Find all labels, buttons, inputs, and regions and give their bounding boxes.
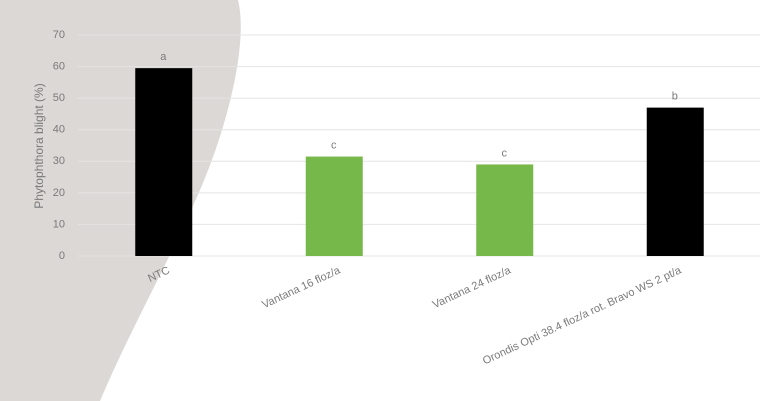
x-tick-label: Vantana 24 floz/a <box>431 264 514 311</box>
bar <box>476 164 534 256</box>
y-tick-label: 50 <box>53 92 65 104</box>
y-tick-label: 0 <box>59 250 65 262</box>
y-tick-label: 60 <box>53 60 65 72</box>
y-tick-label: 10 <box>53 218 65 230</box>
annotation: b <box>672 91 678 103</box>
annotation: c <box>502 147 508 159</box>
y-tick-label: 30 <box>53 155 65 167</box>
x-tick-label: Orondis Opti 38.4 floz/a rot. Bravo WS 2… <box>481 264 684 367</box>
annotation: a <box>160 51 167 63</box>
annotation: c <box>331 139 337 151</box>
y-axis-label: Phytophthora blight (%) <box>32 83 46 208</box>
bar <box>135 68 193 257</box>
bar <box>646 107 704 256</box>
y-tick-label: 20 <box>53 187 65 199</box>
x-tick-label: Vantana 16 floz/a <box>260 264 343 311</box>
y-tick-label: 40 <box>53 124 65 136</box>
bar <box>305 156 363 256</box>
y-tick-label: 70 <box>53 29 65 41</box>
